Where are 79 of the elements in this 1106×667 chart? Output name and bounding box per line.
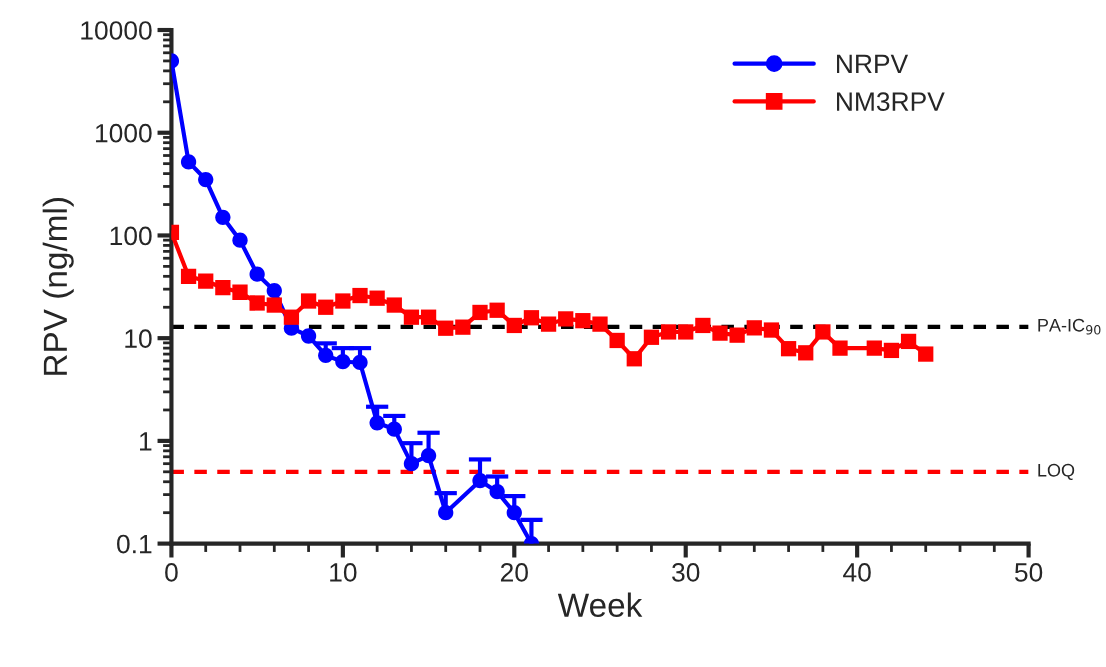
point — [626, 351, 642, 367]
point — [883, 342, 900, 359]
point — [249, 295, 265, 311]
y-tick-label: 1 — [140, 432, 152, 451]
point — [900, 333, 917, 350]
x-tick-label: 10 — [330, 563, 357, 582]
point — [198, 171, 214, 188]
point — [266, 283, 282, 299]
point — [403, 309, 420, 325]
legend-label: NM3RPV — [837, 92, 945, 111]
point — [232, 232, 248, 248]
point — [300, 293, 317, 309]
point — [763, 322, 780, 338]
point — [729, 327, 745, 343]
point — [575, 313, 591, 329]
x-tick-label: 40 — [843, 563, 871, 582]
point — [420, 447, 437, 464]
ref-line-label: LOQ — [1038, 463, 1075, 480]
point — [318, 347, 334, 364]
point — [695, 317, 711, 334]
point — [249, 266, 265, 282]
point — [592, 316, 608, 332]
point — [746, 320, 762, 336]
point — [472, 473, 488, 489]
point — [438, 320, 454, 336]
ref-line-label: PA-IC$_{90}$ — [1038, 318, 1101, 335]
point — [318, 299, 334, 315]
legend-label: NRPV — [837, 54, 909, 73]
point — [283, 309, 300, 325]
point — [180, 268, 197, 284]
y-tick-label: 10 — [125, 329, 152, 348]
y-axis-title: RPV (ng/ml) — [42, 198, 74, 375]
point — [266, 297, 282, 313]
point — [420, 309, 437, 325]
y-tick-label: 100 — [110, 226, 152, 246]
point — [558, 311, 574, 327]
point — [815, 324, 831, 340]
point — [918, 346, 934, 362]
point — [215, 209, 231, 225]
y-tick-label: 0.1 — [117, 534, 152, 554]
point — [438, 505, 454, 521]
point — [540, 316, 557, 332]
point — [215, 280, 231, 296]
point — [232, 284, 248, 300]
y-tick-label: 1000 — [95, 123, 152, 143]
point — [506, 317, 522, 334]
point — [180, 154, 197, 170]
x-tick-label: 50 — [1014, 563, 1043, 582]
point — [386, 297, 402, 313]
x-tick-label: 0 — [165, 563, 178, 582]
point — [386, 421, 402, 437]
point — [866, 340, 882, 356]
point — [335, 293, 351, 309]
point — [403, 456, 420, 472]
point — [352, 287, 368, 304]
point — [472, 304, 488, 321]
point — [798, 345, 814, 361]
point — [455, 319, 471, 335]
point — [300, 328, 317, 344]
x-tick-label: 20 — [500, 563, 528, 582]
point — [198, 273, 214, 289]
point — [643, 329, 660, 345]
point — [369, 290, 385, 306]
point — [832, 340, 848, 356]
point — [678, 324, 694, 340]
point — [489, 484, 505, 500]
x-tick-label: 30 — [672, 563, 700, 582]
point — [523, 310, 540, 326]
point — [352, 354, 368, 371]
point — [506, 505, 522, 521]
x-axis-title: Week — [557, 592, 643, 617]
point — [609, 332, 625, 349]
point — [712, 325, 728, 341]
point — [660, 324, 677, 340]
point — [335, 354, 351, 370]
y-tick-label: 10000 — [81, 21, 152, 40]
point — [369, 415, 385, 431]
point — [780, 341, 797, 357]
point — [489, 302, 505, 318]
